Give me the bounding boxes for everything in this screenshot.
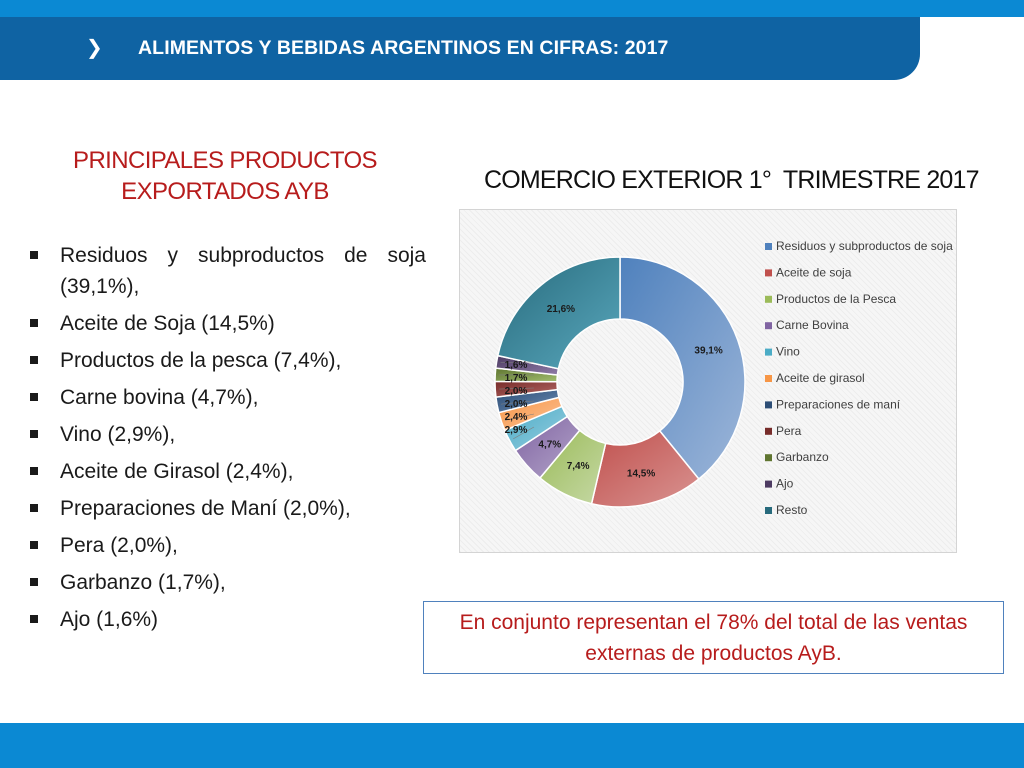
data-label-residuos-y-subproductos-de-soja: 39,1% bbox=[694, 346, 722, 357]
bullet-item: Aceite de Soja (14,5%) bbox=[30, 308, 426, 339]
legend-swatch-resto bbox=[765, 507, 772, 514]
bullet-item: Residuos y subproductos de soja (39,1%), bbox=[30, 240, 426, 302]
bullet-item: Vino (2,9%), bbox=[30, 419, 426, 450]
bullet-item: Aceite de Girasol (2,4%), bbox=[30, 456, 426, 487]
donut-chart: 39,1% 14,5% 7,4% 4,7% 2,9% 2,4% 2,0% 2,0% 1,7% 1,… bbox=[494, 239, 953, 517]
data-label-preparaciones-de-mani: 2,0% bbox=[505, 399, 528, 410]
chart-section-title: COMERCIO EXTERIOR 1° TRIMESTRE 2017 bbox=[484, 166, 980, 194]
data-label-pera: 2,0% bbox=[505, 386, 528, 397]
data-label-aceite-de-soja: 14,5% bbox=[627, 469, 655, 480]
data-label-garbanzo: 1,7% bbox=[505, 373, 528, 384]
bullet-item: Productos de la pesca (7,4%), bbox=[30, 345, 426, 376]
chevron-right-icon: ❯ bbox=[86, 35, 103, 59]
legend-label-aceite-de-soja: Aceite de soja bbox=[776, 265, 852, 279]
data-label-aceite-de-girasol: 2,4% bbox=[505, 412, 528, 423]
bullet-item: Preparaciones de Maní (2,0%), bbox=[30, 493, 426, 524]
legend-label-garbanzo: Garbanzo bbox=[776, 450, 829, 464]
bullet-item: Garbanzo (1,7%), bbox=[30, 567, 426, 598]
donut-chart-panel: 39,1% 14,5% 7,4% 4,7% 2,9% 2,4% 2,0% 2,0% 1,7% 1,… bbox=[459, 209, 957, 553]
left-title-line-2: EXPORTADOS AYB bbox=[121, 178, 329, 205]
legend-swatch-aceite-de-soja bbox=[765, 269, 772, 277]
page-title: ALIMENTOS Y BEBIDAS ARGENTINOS EN CIFRAS… bbox=[138, 37, 669, 59]
legend-swatch-pera bbox=[765, 427, 772, 435]
top-accent-strip bbox=[0, 0, 1024, 17]
bottom-band bbox=[0, 723, 1024, 768]
bullet-item: Carne bovina (4,7%), bbox=[30, 382, 426, 413]
leader-line-preparaciones-de-mani bbox=[501, 400, 535, 405]
leader-line-vino bbox=[513, 426, 535, 440]
legend-label-ajo: Ajo bbox=[776, 477, 794, 491]
data-label-productos-de-la-pesca: 7,4% bbox=[567, 461, 590, 472]
data-label-ajo: 1,6% bbox=[505, 360, 528, 371]
legend-label-aceite-de-girasol: Aceite de girasol bbox=[776, 371, 865, 385]
legend-swatch-carne-bovina bbox=[765, 322, 772, 330]
legend-swatch-vino bbox=[765, 348, 772, 356]
legend-label-residuos-y-subproductos-de-soja: Residuos y subproductos de soja bbox=[776, 239, 953, 253]
legend-swatch-residuos-y-subproductos-de-soja bbox=[765, 243, 772, 250]
donut-slice-resto bbox=[496, 256, 621, 370]
leader-line-aceite-de-girasol bbox=[505, 413, 535, 421]
leader-line-pera bbox=[499, 387, 535, 390]
legend-label-resto: Resto bbox=[776, 503, 808, 517]
legend-label-preparaciones-de-mani: Preparaciones de maní bbox=[776, 397, 901, 411]
summary-text: En conjunto representan el 78% del total… bbox=[459, 610, 968, 665]
header-band: ❯ ALIMENTOS Y BEBIDAS ARGENTINOS EN CIFR… bbox=[0, 17, 920, 80]
donut-slice-residuos-y-subproductos-de-soja bbox=[619, 256, 746, 481]
left-title-line-1: PRINCIPALES PRODUCTOS bbox=[73, 147, 378, 174]
bullet-item: Ajo (1,6%) bbox=[30, 604, 426, 635]
legend-label-vino: Vino bbox=[776, 345, 800, 359]
data-label-vino: 2,9% bbox=[505, 425, 528, 436]
legend-label-productos-de-la-pesca: Productos de la Pesca bbox=[776, 292, 896, 306]
left-section-title: PRINCIPALES PRODUCTOS EXPORTADOS AYB bbox=[60, 145, 390, 207]
data-label-resto: 21,6% bbox=[547, 304, 575, 315]
legend-swatch-garbanzo bbox=[765, 454, 772, 462]
legend-swatch-productos-de-la-pesca bbox=[765, 295, 772, 303]
summary-callout: En conjunto representan el 78% del total… bbox=[423, 601, 1004, 674]
legend-swatch-aceite-de-girasol bbox=[765, 375, 772, 382]
legend-swatch-preparaciones-de-mani bbox=[765, 401, 772, 409]
legend-label-pera: Pera bbox=[776, 424, 802, 438]
legend-swatch-ajo bbox=[765, 480, 772, 488]
data-label-carne-bovina: 4,7% bbox=[538, 440, 561, 451]
bullet-item: Pera (2,0%), bbox=[30, 530, 426, 561]
legend-label-carne-bovina: Carne Bovina bbox=[776, 318, 849, 332]
product-bullet-list: Residuos y subproductos de soja (39,1%),… bbox=[30, 240, 426, 641]
